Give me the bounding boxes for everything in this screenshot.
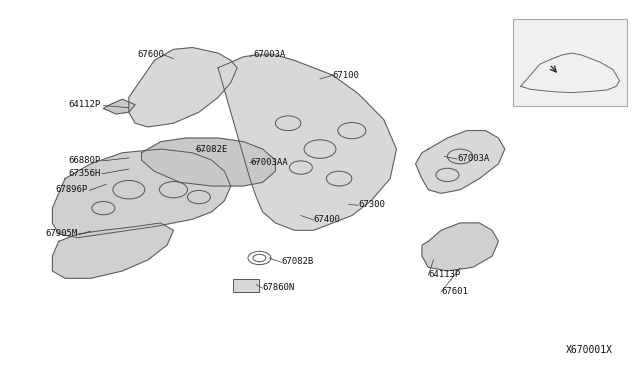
Text: 64113P: 64113P xyxy=(428,270,461,279)
Polygon shape xyxy=(52,223,173,278)
Text: 67003A: 67003A xyxy=(253,51,285,60)
Text: 67896P: 67896P xyxy=(55,185,88,194)
Text: 67400: 67400 xyxy=(314,215,340,224)
Text: 67003AA: 67003AA xyxy=(250,157,287,167)
Text: X670001X: X670001X xyxy=(566,345,613,355)
Text: 67003A: 67003A xyxy=(457,154,489,163)
Polygon shape xyxy=(141,138,275,186)
Polygon shape xyxy=(103,99,135,114)
Polygon shape xyxy=(422,223,499,271)
Text: 67600: 67600 xyxy=(137,51,164,60)
FancyBboxPatch shape xyxy=(513,19,627,106)
Text: 66880P: 66880P xyxy=(68,155,100,165)
Text: 67082E: 67082E xyxy=(196,145,228,154)
Polygon shape xyxy=(218,55,396,230)
Text: 67601: 67601 xyxy=(441,287,468,296)
Text: 67100: 67100 xyxy=(333,71,360,80)
Polygon shape xyxy=(129,48,237,127)
Text: 67082B: 67082B xyxy=(282,257,314,266)
Text: 64112P: 64112P xyxy=(68,100,100,109)
Text: 67860N: 67860N xyxy=(262,283,295,292)
Text: 67905M: 67905M xyxy=(45,230,78,238)
Polygon shape xyxy=(415,131,505,193)
Polygon shape xyxy=(52,149,231,238)
Text: 67356H: 67356H xyxy=(68,169,100,177)
Text: 67300: 67300 xyxy=(358,200,385,209)
FancyBboxPatch shape xyxy=(233,279,259,292)
